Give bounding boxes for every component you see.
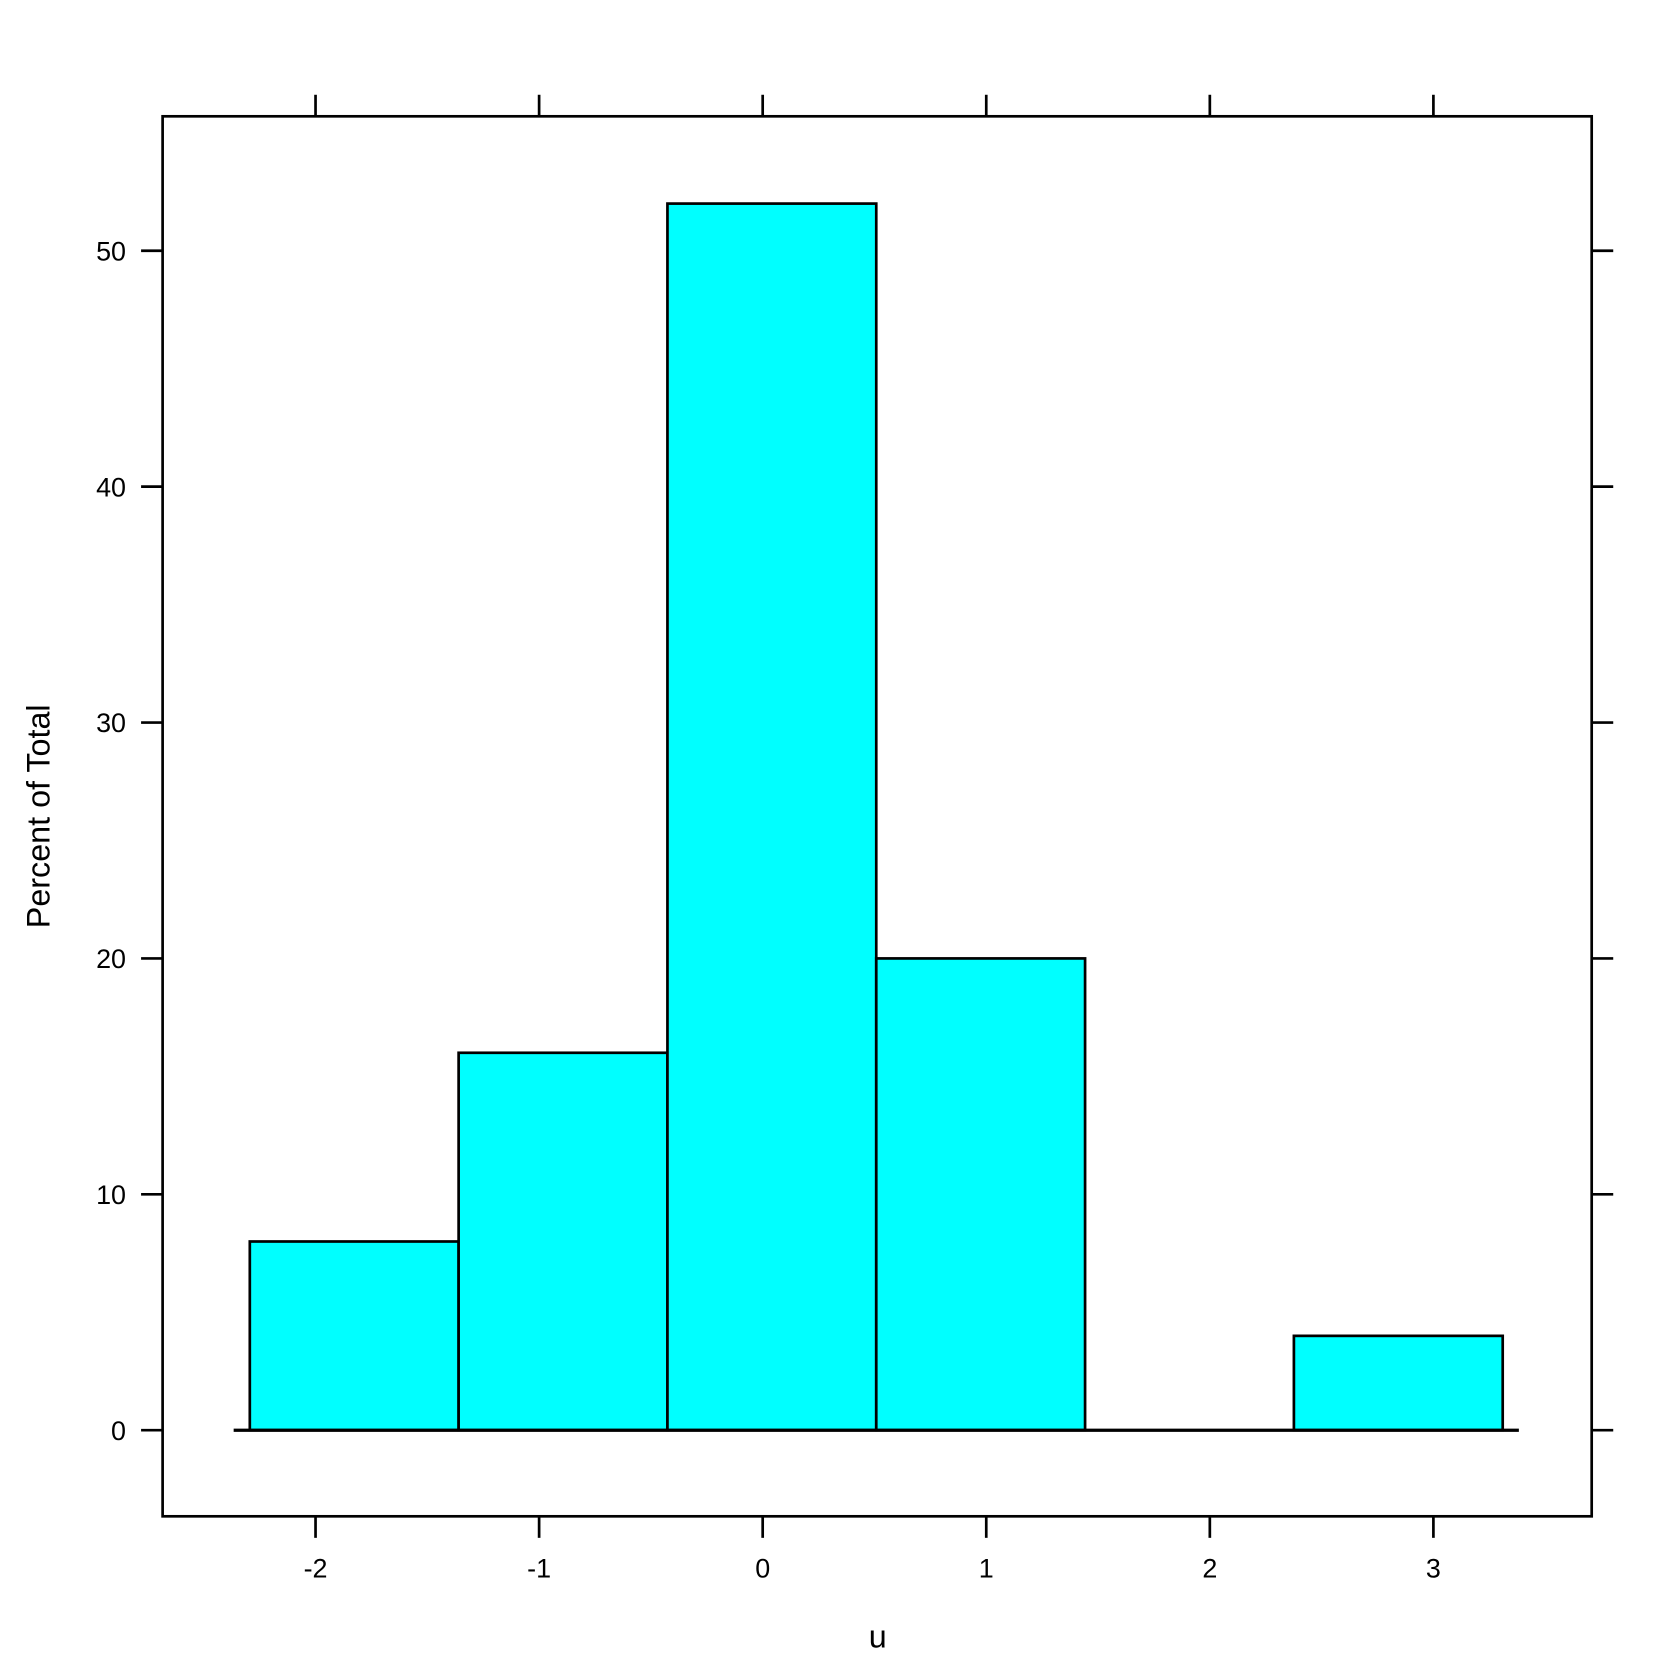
histogram-bar — [1292, 1334, 1505, 1432]
x-tick-label: 2 — [1202, 1554, 1217, 1584]
histogram-bar — [874, 957, 1087, 1432]
y-tick-label: 50 — [96, 236, 126, 266]
histogram-bar — [666, 202, 878, 1432]
y-tick-label: 30 — [96, 708, 126, 738]
y-tick-label: 0 — [111, 1416, 126, 1446]
histogram-bar — [248, 1240, 460, 1432]
x-tick-label: -2 — [304, 1554, 328, 1584]
x-tick-label: 0 — [755, 1554, 770, 1584]
x-axis-label: u — [869, 1619, 887, 1655]
y-tick-label: 20 — [96, 944, 126, 974]
y-tick-label: 10 — [96, 1180, 126, 1210]
x-tick-label: 1 — [979, 1554, 994, 1584]
histogram-bar — [457, 1051, 669, 1432]
x-tick-label: -1 — [527, 1554, 551, 1584]
y-tick-label: 40 — [96, 472, 126, 502]
plot-frame — [161, 114, 1594, 1518]
y-axis-label: Percent of Total — [21, 704, 57, 928]
bars-group — [248, 202, 1505, 1432]
x-tick-label: 3 — [1426, 1554, 1441, 1584]
